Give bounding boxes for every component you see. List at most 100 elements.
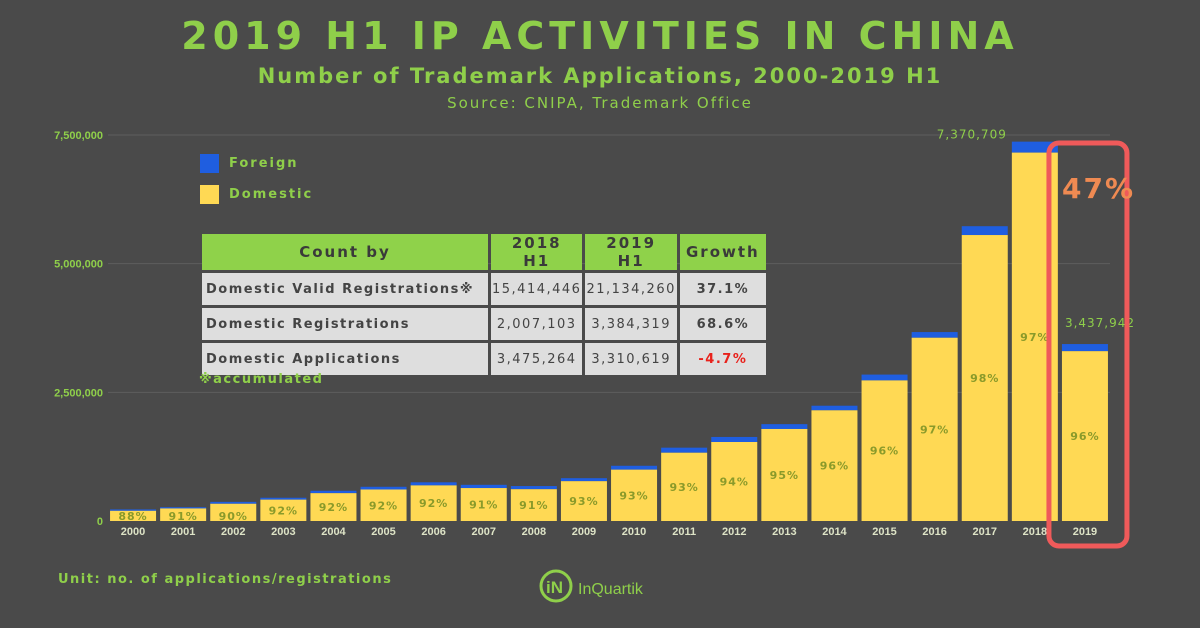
bar-foreign bbox=[911, 332, 958, 338]
x-tick-label: 2007 bbox=[472, 526, 496, 538]
x-tick-label: 2016 bbox=[922, 526, 946, 538]
x-tick-label: 2000 bbox=[121, 526, 145, 538]
domestic-share-label: 95% bbox=[770, 469, 799, 482]
table-header-row: Count by 2018 H1 2019 H1 Growth bbox=[202, 234, 766, 270]
domestic-share-label: 93% bbox=[669, 481, 698, 494]
x-tick-label: 2001 bbox=[171, 526, 195, 538]
x-tick-label: 2008 bbox=[522, 526, 546, 538]
domestic-share-label: 96% bbox=[1070, 430, 1099, 443]
logo-icon: iN InQuartik bbox=[539, 569, 644, 603]
domestic-share-label: 88% bbox=[118, 510, 147, 523]
cell-2019: 21,134,260 bbox=[585, 273, 677, 305]
row-label: Domestic Registrations bbox=[202, 308, 488, 340]
bar-domestic bbox=[1061, 351, 1108, 521]
bar-foreign bbox=[310, 490, 357, 494]
header-2019-h1: 2019 H1 bbox=[585, 234, 677, 270]
x-tick-label: 2004 bbox=[321, 526, 346, 538]
bar-foreign bbox=[260, 497, 307, 500]
unit-note: Unit: no. of applications/registrations bbox=[58, 572, 393, 587]
bar-foreign bbox=[761, 424, 808, 429]
x-tick-label: 2003 bbox=[271, 526, 295, 538]
x-tick-label: 2018 bbox=[1023, 526, 1047, 538]
domestic-share-label: 91% bbox=[469, 499, 498, 512]
bar-foreign bbox=[1061, 344, 1108, 352]
bar-foreign bbox=[611, 465, 658, 470]
domestic-share-label: 92% bbox=[369, 499, 398, 512]
bar-foreign bbox=[811, 405, 858, 411]
domestic-share-label: 97% bbox=[920, 423, 949, 436]
cell-growth: -4.7% bbox=[679, 343, 766, 375]
cell-2018: 2,007,103 bbox=[491, 308, 583, 340]
chart-subtitle: Number of Trademark Applications, 2000-2… bbox=[257, 64, 943, 88]
domestic-share-label: 93% bbox=[569, 495, 598, 508]
highlight-box bbox=[1046, 140, 1130, 549]
bar-foreign bbox=[110, 509, 157, 511]
bar-domestic bbox=[110, 510, 157, 521]
source-note: Source: CNIPA, Trademark Office bbox=[447, 94, 753, 112]
bar-foreign bbox=[861, 374, 908, 381]
header-growth: Growth bbox=[679, 234, 766, 270]
domestic-share-label: 92% bbox=[319, 501, 348, 514]
x-tick-label: 2013 bbox=[772, 526, 796, 538]
logo-mark: iN bbox=[546, 578, 563, 597]
bar-domestic bbox=[460, 488, 507, 521]
domestic-share-label: 96% bbox=[870, 445, 899, 458]
x-tick-label: 2014 bbox=[822, 526, 847, 538]
y-tick-label: 0 bbox=[97, 516, 103, 528]
x-tick-label: 2005 bbox=[371, 526, 395, 538]
bar-foreign bbox=[661, 447, 708, 453]
domestic-share-label: 92% bbox=[419, 497, 448, 510]
bar-domestic bbox=[911, 337, 958, 521]
bar-domestic bbox=[210, 503, 257, 521]
domestic-share-label: 91% bbox=[168, 510, 197, 523]
cell-2019: 3,310,619 bbox=[585, 343, 677, 375]
domestic-share-label: 91% bbox=[519, 499, 548, 512]
inquartik-logo: iN InQuartik bbox=[538, 568, 668, 612]
x-tick-label: 2012 bbox=[722, 526, 746, 538]
bar-foreign bbox=[510, 486, 557, 490]
bar-domestic bbox=[410, 485, 457, 521]
y-tick-label: 5,000,000 bbox=[54, 259, 103, 271]
x-tick-label: 2010 bbox=[622, 526, 646, 538]
bar-domestic bbox=[310, 493, 357, 521]
table-row: Domestic Registrations 2,007,103 3,384,3… bbox=[202, 308, 766, 340]
logo-text: InQuartik bbox=[578, 581, 644, 598]
row-label: Domestic Applications bbox=[202, 343, 488, 375]
bar-domestic bbox=[160, 508, 207, 521]
domestic-share-label: 98% bbox=[970, 372, 999, 385]
domestic-share-label: 94% bbox=[720, 475, 749, 488]
bar-domestic bbox=[761, 428, 808, 521]
bar-domestic bbox=[611, 469, 658, 521]
bar-foreign bbox=[460, 484, 507, 489]
cell-growth: 37.1% bbox=[679, 273, 766, 305]
bar-foreign bbox=[560, 478, 607, 482]
bar-foreign bbox=[210, 501, 257, 504]
legend-foreign-label: Foreign bbox=[229, 156, 299, 171]
domestic-share-label: 92% bbox=[269, 504, 298, 517]
header-2018-h1: 2018 H1 bbox=[491, 234, 583, 270]
table-row: Domestic Valid Registrations※ 15,414,446… bbox=[202, 273, 766, 305]
bar-domestic bbox=[711, 441, 758, 521]
legend-domestic-label: Domestic bbox=[229, 187, 314, 202]
accumulated-note: ※accumulated bbox=[199, 372, 324, 387]
domestic-share-label: 96% bbox=[820, 460, 849, 473]
bar-foreign bbox=[360, 486, 407, 490]
foreign-swatch bbox=[200, 154, 219, 173]
bar-foreign bbox=[961, 226, 1008, 236]
row-label: Domestic Valid Registrations※ bbox=[202, 273, 488, 305]
cell-2018: 3,475,264 bbox=[491, 343, 583, 375]
x-tick-label: 2019 bbox=[1073, 526, 1097, 538]
highlight-percentage: 47% bbox=[1062, 172, 1136, 205]
cell-growth: 68.6% bbox=[679, 308, 766, 340]
bar-domestic bbox=[510, 489, 557, 521]
bar-foreign bbox=[410, 482, 457, 486]
x-tick-label: 2006 bbox=[421, 526, 445, 538]
x-tick-label: 2015 bbox=[872, 526, 896, 538]
x-tick-label: 2017 bbox=[973, 526, 997, 538]
bar-domestic bbox=[661, 452, 708, 521]
x-tick-label: 2009 bbox=[572, 526, 596, 538]
total-label: 7,370,709 bbox=[937, 128, 1007, 142]
bar-foreign bbox=[1011, 141, 1058, 153]
domestic-share-label: 90% bbox=[219, 510, 248, 523]
